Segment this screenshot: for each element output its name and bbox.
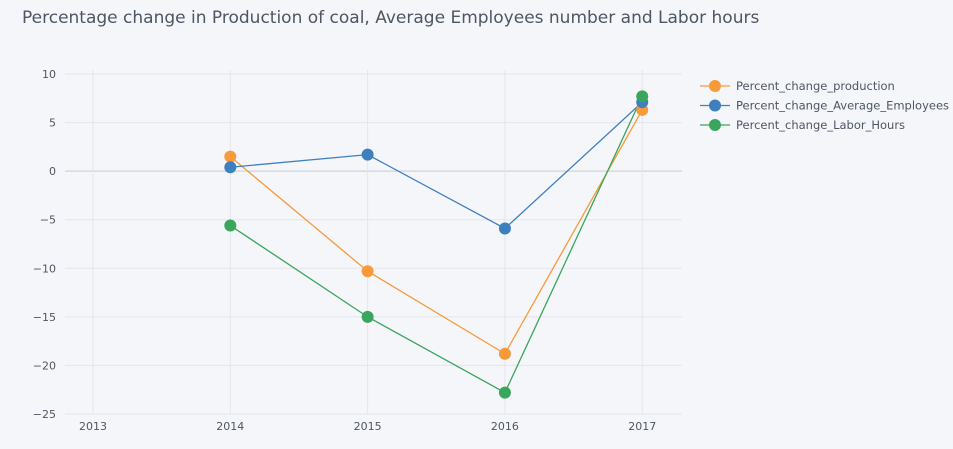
legend-item-1[interactable]: Percent_change_production (700, 79, 895, 93)
y-tick-label: 5 (49, 117, 56, 130)
data-point[interactable] (224, 150, 237, 163)
y-tick-label: −5 (40, 214, 56, 227)
data-point[interactable] (636, 90, 649, 103)
y-tick-label: 10 (42, 68, 56, 81)
data-point[interactable] (498, 222, 511, 235)
y-tick-label: −15 (33, 311, 56, 324)
data-point[interactable] (361, 148, 374, 161)
legend-marker (709, 80, 721, 92)
data-point[interactable] (224, 219, 237, 232)
series-line-2 (230, 101, 643, 230)
x-tick-label: 2017 (628, 420, 656, 433)
chart-title: Percentage change in Production of coal,… (22, 8, 760, 28)
series-line-1 (229, 109, 643, 355)
y-tick-label: 0 (49, 165, 56, 178)
legend-label: Percent_change_production (736, 79, 895, 93)
legend-label: Percent_change_Average_Employees (736, 99, 949, 113)
data-point[interactable] (361, 265, 374, 278)
y-tick-label: −25 (33, 408, 56, 421)
x-tick-label: 2016 (491, 420, 519, 433)
data-point[interactable] (361, 310, 374, 323)
data-point[interactable] (224, 161, 237, 174)
plot-area (65, 70, 682, 414)
legend-marker (709, 99, 721, 112)
legend-item-3[interactable]: Percent_change_Labor_Hours (700, 118, 905, 132)
legend-item-2[interactable]: Percent_change_Average_Employees (700, 99, 949, 113)
data-point[interactable] (498, 347, 511, 360)
y-tick-label: −10 (33, 262, 56, 275)
legend-marker (709, 119, 721, 131)
y-tick-label: −20 (33, 359, 56, 372)
legend-label: Percent_change_Labor_Hours (736, 118, 905, 132)
x-tick-label: 2013 (79, 420, 107, 433)
series-line-3 (229, 96, 643, 394)
x-tick-label: 2014 (216, 420, 244, 433)
x-tick-label: 2015 (354, 420, 382, 433)
data-point[interactable] (498, 386, 511, 399)
